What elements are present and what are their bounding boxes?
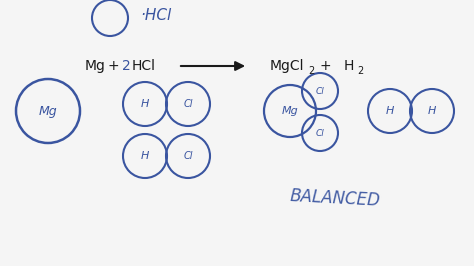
Text: H: H: [428, 106, 436, 116]
Text: Cl: Cl: [183, 99, 193, 109]
Text: H: H: [141, 99, 149, 109]
Text: 2: 2: [357, 66, 363, 76]
Text: +: +: [108, 59, 119, 73]
Text: Mg: Mg: [282, 106, 298, 116]
Text: 2: 2: [308, 66, 314, 76]
Text: +: +: [320, 59, 332, 73]
Text: Mg: Mg: [39, 105, 57, 118]
Text: ·HCl: ·HCl: [140, 9, 171, 23]
Text: HCl: HCl: [132, 59, 156, 73]
Text: Cl: Cl: [183, 151, 193, 161]
Text: Mg: Mg: [85, 59, 106, 73]
Text: 2: 2: [122, 59, 131, 73]
Text: H: H: [386, 106, 394, 116]
Text: MgCl: MgCl: [270, 59, 304, 73]
Text: H: H: [141, 151, 149, 161]
Text: Cl: Cl: [316, 128, 324, 138]
Text: BALANCED: BALANCED: [289, 187, 381, 209]
Text: H: H: [344, 59, 355, 73]
Text: Cl: Cl: [316, 86, 324, 95]
